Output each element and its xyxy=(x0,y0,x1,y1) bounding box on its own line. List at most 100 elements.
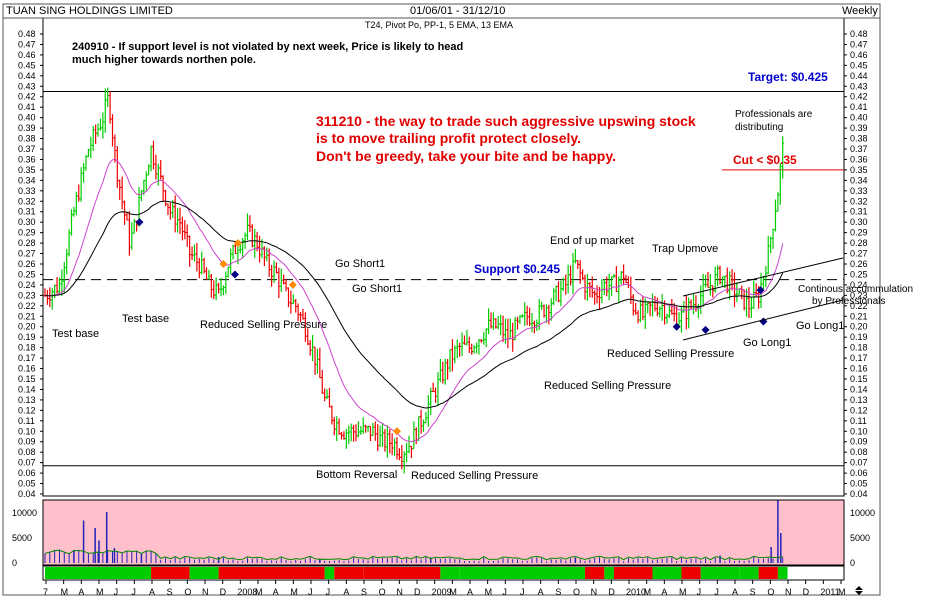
y-tick-label-right: 0.25 xyxy=(850,269,868,279)
y-tick-label-left: 0.32 xyxy=(18,196,36,206)
x-tick-label: J xyxy=(520,587,525,597)
signal-diamond xyxy=(392,427,401,436)
annotation-trap-upmove: Trap Upmove xyxy=(652,243,718,255)
annotation-test-base-1: Test base xyxy=(52,328,99,340)
y-tick-label-right: 0.17 xyxy=(850,353,868,363)
continous-line-2: by Professionals xyxy=(812,296,885,307)
volume-tick-label-right: 10000 xyxy=(850,508,875,518)
professionals-line-2: distributing xyxy=(735,122,783,133)
volume-average-line xyxy=(44,549,783,561)
trend-segment xyxy=(45,567,152,579)
volume-bars xyxy=(44,500,784,563)
x-tick-label: 2009 xyxy=(432,587,452,597)
note-2-line-1: 311210 - the way to trade such aggressiv… xyxy=(316,113,696,129)
x-tick-label: M xyxy=(449,587,457,597)
ema5-line xyxy=(44,158,784,443)
y-tick-label-right: 0.28 xyxy=(850,238,868,248)
y-tick-label-right: 0.27 xyxy=(850,249,868,259)
date-range: 01/06/01 - 31/12/10 xyxy=(410,5,505,17)
y-tick-label-right: 0.23 xyxy=(850,290,868,300)
annotation-go-long-1: Go Long1 xyxy=(743,337,791,349)
y-tick-label-right: 0.13 xyxy=(850,395,868,405)
y-tick-label-right: 0.12 xyxy=(850,405,868,415)
annotation-reduced-2: Reduced Selling Pressure xyxy=(411,470,538,482)
x-tick-label: N xyxy=(591,587,598,597)
volume-panel xyxy=(42,499,845,566)
y-tick-label-right: 0.29 xyxy=(850,228,868,238)
annotation-reduced-4: Reduced Selling Pressure xyxy=(607,348,734,360)
x-tick-label: 2010 xyxy=(626,587,646,597)
x-tick-label: M xyxy=(61,587,69,597)
y-tick-label-left: 0.23 xyxy=(18,290,36,300)
y-tick-label-left: 0.09 xyxy=(18,437,36,447)
y-tick-label-left: 0.11 xyxy=(18,416,35,426)
y-tick-label-left: 0.20 xyxy=(18,322,36,332)
annotation-reduced-1: Reduced Selling Pressure xyxy=(200,319,327,331)
y-tick-label-right: 0.34 xyxy=(850,175,868,185)
y-tick-label-right: 0.41 xyxy=(850,102,868,112)
y-tick-label-left: 0.44 xyxy=(18,71,36,81)
channel-lines xyxy=(682,257,844,341)
x-tick-label: A xyxy=(467,587,473,597)
y-tick-label-left: 0.22 xyxy=(18,301,36,311)
x-tick-label: S xyxy=(750,587,756,597)
y-tick-label-left: 0.04 xyxy=(18,489,36,499)
signal-diamond xyxy=(230,270,239,279)
period-label: Weekly xyxy=(842,5,878,17)
target-label: Target: $0.425 xyxy=(748,70,828,84)
price-panel xyxy=(42,17,845,497)
y-tick-label-right: 0.44 xyxy=(850,71,868,81)
y-tick-label-left: 0.14 xyxy=(18,384,36,394)
y-tick-label-right: 0.35 xyxy=(850,165,868,175)
trend-segment xyxy=(681,567,701,579)
y-tick-label-right: 0.09 xyxy=(850,437,868,447)
y-tick-label-right: 0.38 xyxy=(850,134,868,144)
y-tick-label-right: 0.30 xyxy=(850,217,868,227)
x-tick-label: 7 xyxy=(43,587,48,597)
y-tick-label-left: 0.37 xyxy=(18,144,36,154)
y-tick-label-right: 0.10 xyxy=(850,426,868,436)
y-tick-label-left: 0.05 xyxy=(18,479,36,489)
y-tick-label-right: 0.24 xyxy=(850,280,868,290)
y-tick-label-right: 0.08 xyxy=(850,447,868,457)
y-tick-label-left: 0.21 xyxy=(18,311,36,321)
x-tick-label: O xyxy=(379,587,386,597)
volume-axis: 10000 10000 5000 5000 0 0 xyxy=(12,508,875,568)
y-tick-label-left: 0.48 xyxy=(18,29,36,39)
y-axis-right: 0.480.470.460.450.440.430.420.410.400.39… xyxy=(844,29,868,499)
y-tick-label-right: 0.21 xyxy=(850,311,868,321)
trend-segment xyxy=(739,567,759,579)
x-tick-label: N xyxy=(396,587,403,597)
y-tick-label-right: 0.20 xyxy=(850,322,868,332)
y-tick-label-left: 0.08 xyxy=(18,447,36,457)
x-tick-label: D xyxy=(414,587,421,597)
y-tick-label-right: 0.05 xyxy=(850,479,868,489)
signal-diamond xyxy=(135,218,144,227)
trend-segment xyxy=(334,567,364,579)
annotation-go-long-2: Go Long1 xyxy=(796,320,844,332)
y-tick-label-left: 0.30 xyxy=(18,217,36,227)
indicators-label: T24, Pivot Po, PP-1, 5 EMA, 13 EMA xyxy=(365,20,513,30)
y-tick-label-left: 0.35 xyxy=(18,165,36,175)
volume-tick-label-left: 10000 xyxy=(12,508,37,518)
x-tick-label: D xyxy=(220,587,227,597)
horizontal-lines xyxy=(43,91,844,467)
scroll-arrow-icons[interactable] xyxy=(855,586,863,595)
y-tick-label-left: 0.38 xyxy=(18,134,36,144)
annotation-reduced-3: Reduced Selling Pressure xyxy=(544,380,671,392)
x-tick-label: A xyxy=(732,587,738,597)
x-tick-label: J xyxy=(131,587,136,597)
x-tick-label: S xyxy=(555,587,561,597)
x-tick-label: M xyxy=(679,587,687,597)
trend-segment xyxy=(324,567,335,579)
y-tick-label-right: 0.36 xyxy=(850,154,868,164)
y-axis-left: 0.480.470.460.450.440.430.420.410.400.39… xyxy=(18,29,43,499)
y-tick-label-left: 0.07 xyxy=(18,458,36,468)
x-tick-label: J xyxy=(714,587,719,597)
y-tick-label-left: 0.42 xyxy=(18,92,36,102)
trend-segment xyxy=(604,567,614,579)
y-tick-label-left: 0.46 xyxy=(18,50,36,60)
x-tick-label: J xyxy=(326,587,331,597)
x-tick-label: A xyxy=(78,587,84,597)
x-tick-label: M xyxy=(255,587,263,597)
